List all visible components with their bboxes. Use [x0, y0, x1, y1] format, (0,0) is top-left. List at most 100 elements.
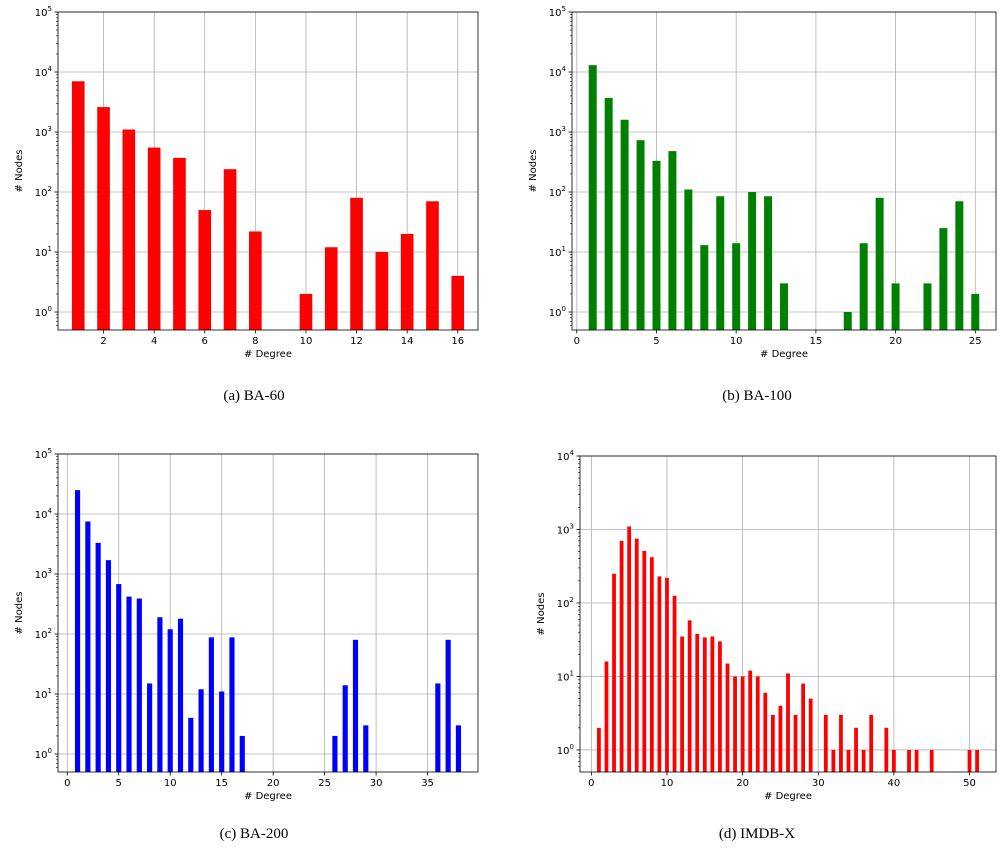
bar-ba200-12 [188, 717, 194, 772]
y-tick-label: 101 [35, 245, 52, 259]
bar-imdbx-24 [770, 714, 775, 772]
bar-ba200-4 [105, 560, 112, 772]
bar-ba200-27 [342, 685, 348, 772]
x-tick-label: 30 [370, 778, 383, 789]
y-tick-label: 102 [549, 185, 566, 199]
x-tick-label: 8 [252, 336, 258, 347]
bar-ba200-7 [136, 598, 142, 772]
bar-imdbx-6 [634, 538, 639, 772]
y-tick-label: 102 [35, 627, 52, 641]
bar-imdbx-13 [687, 620, 692, 772]
x-tick-label: 4 [151, 336, 157, 347]
bar-ba200-2 [85, 521, 91, 772]
y-tick-label: 104 [35, 65, 53, 79]
bar-ba200-29 [363, 725, 369, 772]
bar-ba60-13 [375, 252, 389, 330]
bar-ba60-3 [122, 129, 136, 330]
y-tick-label: 105 [35, 5, 52, 19]
bar-ba60-12 [350, 197, 363, 330]
y-tick-label: 102 [35, 185, 52, 199]
x-tick-label: 0 [64, 778, 70, 789]
bar-imdbx-4 [619, 540, 624, 772]
bar-imdbx-12 [680, 636, 684, 772]
bar-ba60-1 [71, 81, 85, 330]
x-axis-label: # Degree [244, 349, 292, 360]
x-tick-label: 25 [969, 336, 982, 347]
bar-imdbx-37 [869, 714, 874, 772]
y-tick-label: 104 [35, 507, 53, 521]
chart-panel-imdbx: 0 10 20 30 40 50 100 101 102 103 104 # Degree # Node… [504, 442, 1008, 822]
y-tick-label: 105 [35, 447, 52, 461]
bar-ba200-3 [95, 542, 101, 772]
bar-imdbx-2 [604, 661, 609, 772]
bar-ba100-10 [732, 243, 741, 330]
bar-ba100-11 [748, 192, 757, 330]
bar-imdbx-31 [823, 714, 828, 772]
bar-ba200-38 [455, 725, 462, 772]
bar-imdbx-28 [801, 683, 806, 772]
bar-ba100-5 [652, 160, 661, 330]
bar-ba200-28 [352, 639, 359, 772]
bar-chart-ba60: 2 4 6 8 10 12 14 16 100 101 102 103 104 105 # Degree # … [14, 5, 479, 360]
bar-ba100-22 [923, 283, 932, 330]
x-tick-label: 5 [653, 336, 659, 347]
bar-imdbx-40 [892, 749, 896, 772]
bar-ba200-5 [116, 584, 122, 772]
bar-imdbx-50 [967, 749, 972, 772]
bar-ba200-11 [177, 618, 184, 772]
bar-ba100-9 [716, 196, 725, 330]
bar-ba200-13 [198, 689, 204, 772]
bar-imdbx-17 [718, 641, 722, 772]
bar-ba200-9 [157, 617, 163, 772]
y-tick-label: 104 [549, 65, 567, 79]
bar-chart-ba100: 0 5 10 15 20 25 100 101 102 103 104 105 # Degree # No… [528, 5, 997, 360]
y-tick-label: 102 [557, 596, 574, 610]
x-tick-label: 20 [736, 778, 749, 789]
bar-imdbx-18 [725, 663, 730, 772]
bar-imdbx-39 [884, 727, 889, 772]
y-tick-label: 103 [557, 522, 574, 536]
bar-ba100-12 [764, 196, 773, 330]
plot-frame [579, 455, 997, 773]
bar-imdbx-7 [642, 550, 647, 772]
y-tick-label: 100 [35, 305, 52, 319]
bar-ba100-2 [604, 97, 613, 330]
x-tick-label: 0 [574, 336, 580, 347]
bar-ba60-8 [249, 231, 262, 330]
x-tick-label: 50 [963, 778, 976, 789]
y-tick-label: 104 [557, 449, 575, 463]
bar-imdbx-15 [702, 637, 707, 772]
bar-ba60-5 [173, 157, 186, 330]
bar-imdbx-20 [740, 676, 745, 772]
x-tick-label: 2 [100, 336, 106, 347]
x-tick-label: 30 [812, 778, 825, 789]
bar-ba60-6 [198, 210, 212, 330]
caption-ba60: (a) BA-60 [223, 388, 285, 404]
bar-ba100-6 [668, 151, 677, 330]
bar-ba100-25 [971, 293, 980, 330]
x-tick-label: 20 [267, 778, 280, 789]
bar-imdbx-32 [831, 749, 836, 772]
x-tick-label: 6 [202, 336, 208, 347]
bar-chart-imdbx: 0 10 20 30 40 50 100 101 102 103 104 # Degree # Node… [536, 449, 997, 802]
bar-ba100-24 [955, 201, 964, 330]
bar-ba200-15 [219, 691, 225, 772]
bar-ba200-17 [239, 735, 245, 772]
bar-ba100-8 [700, 245, 709, 330]
bar-ba200-26 [332, 735, 338, 772]
chart-panel-ba100: 0 5 10 15 20 25 100 101 102 103 104 105 # Degree # No… [504, 0, 1008, 380]
x-tick-label: 12 [350, 336, 363, 347]
x-tick-label: 25 [318, 778, 331, 789]
x-tick-label: 10 [730, 336, 743, 347]
x-tick-label: 16 [451, 336, 464, 347]
bar-imdbx-26 [786, 673, 790, 772]
bar-ba200-8 [147, 683, 153, 772]
bar-imdbx-23 [763, 692, 768, 772]
bar-imdbx-33 [839, 714, 843, 772]
bar-ba100-4 [636, 140, 645, 330]
x-axis-label: # Degree [760, 349, 808, 360]
plot-frame [57, 11, 479, 331]
x-tick-label: 10 [661, 778, 674, 789]
x-tick-label: 10 [164, 778, 177, 789]
plot-frame [57, 453, 479, 773]
